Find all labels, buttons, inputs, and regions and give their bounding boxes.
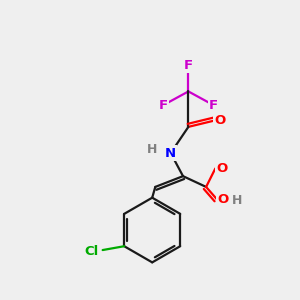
Text: H: H bbox=[232, 194, 243, 207]
Text: F: F bbox=[209, 99, 218, 112]
Text: O: O bbox=[218, 193, 229, 206]
Text: H: H bbox=[147, 143, 158, 156]
Text: O: O bbox=[216, 162, 227, 175]
Text: F: F bbox=[184, 59, 193, 72]
Text: Cl: Cl bbox=[85, 245, 99, 258]
Text: F: F bbox=[158, 99, 168, 112]
Text: N: N bbox=[165, 146, 176, 160]
Text: O: O bbox=[214, 114, 226, 127]
